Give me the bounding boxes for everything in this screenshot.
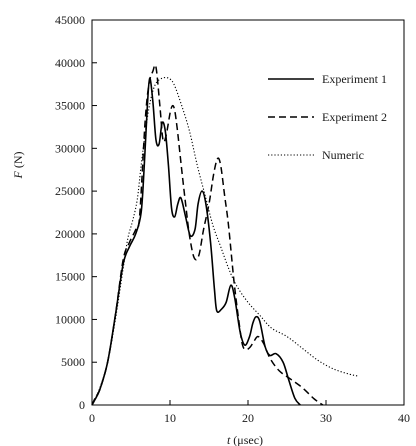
- plot-frame: [91, 19, 405, 406]
- series-layer: [91, 64, 358, 406]
- legend-label: Numeric: [322, 148, 364, 162]
- x-axis-label: t (μsec): [227, 433, 263, 446]
- y-tick-label: 40000: [55, 56, 85, 70]
- series-line-experiment-1: [91, 77, 301, 406]
- legend-label: Experiment 1: [322, 72, 387, 86]
- y-axis-label: F (N): [11, 151, 25, 179]
- y-tick-label: 25000: [55, 184, 85, 198]
- x-tick-label: 30: [320, 411, 332, 425]
- x-ticks: 0 10 20 30 40: [89, 400, 410, 425]
- y-tick-label: 0: [79, 398, 85, 412]
- y-tick-label: 15000: [55, 270, 85, 284]
- x-tick-label: 0: [89, 411, 95, 425]
- x-tick-label: 20: [242, 411, 254, 425]
- series-line-experiment-2: [91, 64, 324, 406]
- x-tick-label: 10: [164, 411, 176, 425]
- y-tick-label: 5000: [61, 355, 85, 369]
- y-tick-label: 35000: [55, 99, 85, 113]
- y-axis-label-group: F (N): [11, 151, 25, 179]
- y-tick-label: 10000: [55, 312, 85, 326]
- y-ticks: 0 5000 10000 15000 20000 25000 30000 35000 40000…: [55, 13, 97, 412]
- y-tick-label: 30000: [55, 141, 85, 155]
- series-line-numeric: [91, 76, 358, 406]
- legend-label: Experiment 2: [322, 110, 387, 124]
- y-tick-label: 20000: [55, 227, 85, 241]
- x-tick-label: 40: [398, 411, 410, 425]
- legend: Experiment 1 Experiment 2 Numeric: [268, 72, 387, 162]
- y-tick-label: 45000: [55, 13, 85, 27]
